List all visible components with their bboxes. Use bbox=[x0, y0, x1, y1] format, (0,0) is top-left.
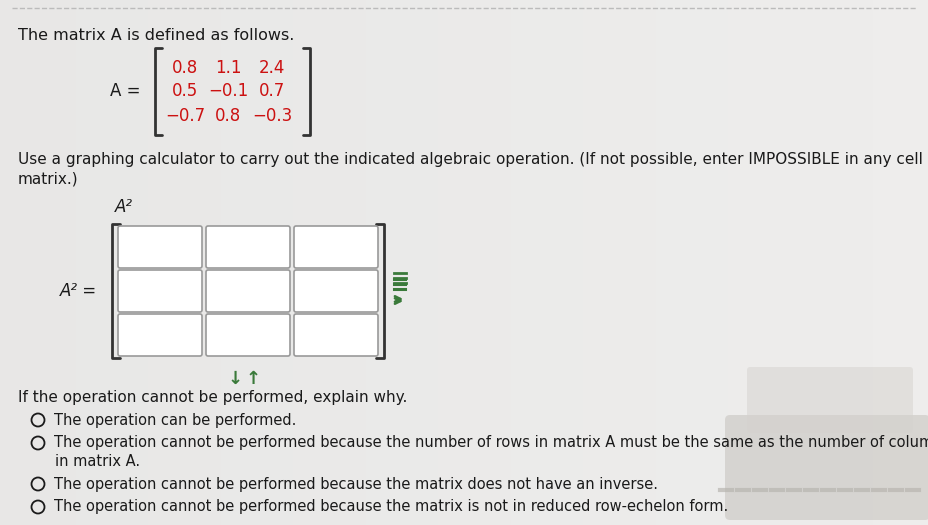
Text: 0.7: 0.7 bbox=[259, 82, 285, 100]
Text: 1.1: 1.1 bbox=[214, 59, 241, 77]
FancyBboxPatch shape bbox=[206, 314, 290, 356]
Text: The matrix A is defined as follows.: The matrix A is defined as follows. bbox=[18, 28, 294, 43]
Text: The operation cannot be performed because the matrix is not in reduced row-echel: The operation cannot be performed becaus… bbox=[54, 499, 728, 514]
Text: A² =: A² = bbox=[60, 282, 97, 300]
Text: 2.4: 2.4 bbox=[259, 59, 285, 77]
Text: −0.3: −0.3 bbox=[251, 107, 291, 125]
Text: 0.8: 0.8 bbox=[172, 59, 198, 77]
FancyBboxPatch shape bbox=[293, 226, 378, 268]
Text: The operation cannot be performed because the number of rows in matrix A must be: The operation cannot be performed becaus… bbox=[54, 436, 928, 450]
Text: matrix.): matrix.) bbox=[18, 172, 79, 187]
Text: ↓: ↓ bbox=[227, 370, 242, 388]
FancyBboxPatch shape bbox=[746, 367, 912, 433]
FancyBboxPatch shape bbox=[293, 314, 378, 356]
FancyBboxPatch shape bbox=[206, 226, 290, 268]
Text: ↑: ↑ bbox=[245, 370, 261, 388]
Text: A²: A² bbox=[115, 198, 133, 216]
Text: The operation can be performed.: The operation can be performed. bbox=[54, 413, 296, 427]
Text: 0.8: 0.8 bbox=[214, 107, 241, 125]
FancyBboxPatch shape bbox=[118, 226, 201, 268]
Text: The operation cannot be performed because the matrix does not have an inverse.: The operation cannot be performed becaus… bbox=[54, 477, 657, 491]
Text: in matrix A.: in matrix A. bbox=[55, 454, 140, 468]
Text: −0.7: −0.7 bbox=[165, 107, 205, 125]
Text: Use a graphing calculator to carry out the indicated algebraic operation. (If no: Use a graphing calculator to carry out t… bbox=[18, 152, 928, 167]
Text: If the operation cannot be performed, explain why.: If the operation cannot be performed, ex… bbox=[18, 390, 407, 405]
Text: −0.1: −0.1 bbox=[208, 82, 248, 100]
Text: 0.5: 0.5 bbox=[172, 82, 198, 100]
FancyBboxPatch shape bbox=[118, 314, 201, 356]
FancyBboxPatch shape bbox=[206, 270, 290, 312]
FancyBboxPatch shape bbox=[293, 270, 378, 312]
FancyBboxPatch shape bbox=[724, 415, 928, 520]
Text: A =: A = bbox=[110, 82, 140, 100]
FancyBboxPatch shape bbox=[118, 270, 201, 312]
